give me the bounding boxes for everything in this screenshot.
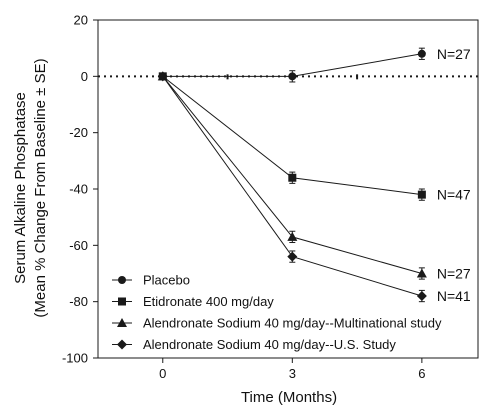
diamond-marker <box>157 71 168 82</box>
square-marker <box>288 173 297 182</box>
y-tick-label: 20 <box>74 13 88 28</box>
circle-marker <box>417 49 426 58</box>
triangle-marker <box>416 268 427 278</box>
series-square <box>158 72 426 201</box>
n-label: N=27 <box>437 266 471 282</box>
legend-label: Alendronate Sodium 40 mg/day--Multinatio… <box>143 316 442 331</box>
legend-label: Alendronate Sodium 40 mg/day--U.S. Study <box>143 337 396 352</box>
series-diamond <box>157 71 427 303</box>
y-tick-label: 0 <box>81 69 88 84</box>
legend-item: Alendronate Sodium 40 mg/day--U.S. Study <box>112 337 396 352</box>
triangle-marker <box>117 318 127 327</box>
diamond-marker <box>416 291 427 302</box>
legend-item: Alendronate Sodium 40 mg/day--Multinatio… <box>112 316 442 331</box>
y-tick-label: -100 <box>62 351 88 366</box>
diamond-marker <box>117 339 127 350</box>
x-tick-label: 0 <box>159 366 166 381</box>
series-line <box>162 76 423 297</box>
y-axis: 20 0 -20 -40 -60 -80 -100 <box>62 13 98 366</box>
x-tick-label: 3 <box>289 366 296 381</box>
y-tick-label: -20 <box>69 125 88 140</box>
legend-label: Placebo <box>143 273 190 288</box>
circle-marker <box>288 72 297 81</box>
n-label: N=27 <box>437 46 471 62</box>
triangle-marker <box>287 231 298 241</box>
y-axis-title-line-2: (Mean % Change From Baseline ± SE) <box>32 58 49 317</box>
x-axis-title: Time (Months) <box>241 389 337 406</box>
square-marker <box>417 190 426 199</box>
n-labels: N=27 N=47 N=27 N=41 <box>437 46 471 304</box>
circle-marker <box>118 276 126 284</box>
legend-item: Placebo <box>112 273 190 288</box>
x-tick-label: 6 <box>418 366 425 381</box>
y-tick-label: -60 <box>69 238 88 253</box>
y-tick-label: -40 <box>69 182 88 197</box>
legend: Placebo Etidronate 400 mg/day Alendronate … <box>112 273 442 352</box>
n-label: N=47 <box>437 187 471 203</box>
series-circle <box>158 47 426 83</box>
n-label: N=41 <box>437 288 471 304</box>
axis-titles: Serum Alkaline Phosphatase (Mean % Chang… <box>12 58 337 406</box>
series-group <box>157 47 427 303</box>
x-axis: 0 3 6 <box>159 358 425 381</box>
diamond-marker <box>287 251 298 262</box>
legend-item: Etidronate 400 mg/day <box>112 294 274 309</box>
legend-label: Etidronate 400 mg/day <box>143 294 274 309</box>
y-tick-label: -80 <box>69 294 88 309</box>
y-axis-title-line-1: Serum Alkaline Phosphatase <box>12 92 29 284</box>
square-marker <box>118 297 126 306</box>
